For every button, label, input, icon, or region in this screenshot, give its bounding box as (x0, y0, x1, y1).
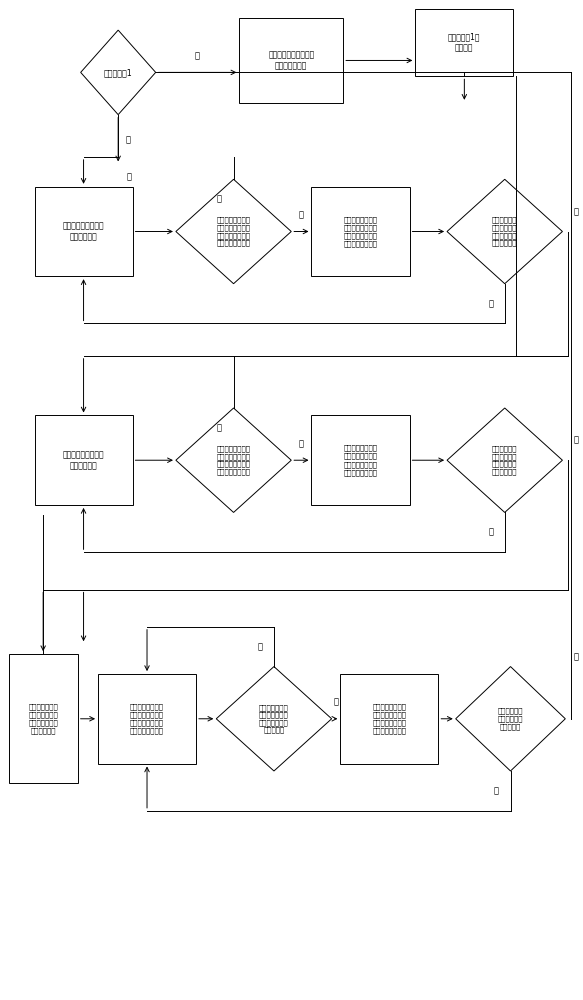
Text: 锁定流量比相等的
调节阀的开度，继
续减小未被管网中
其他调节阀的开度: 锁定流量比相等的 调节阀的开度，继 续减小未被管网中 其他调节阀的开度 (373, 703, 406, 734)
Text: 是: 是 (333, 698, 339, 707)
Text: 此调节阀处的流
量比与未被管网
中其他调节阀的
流量比相等: 此调节阀处的流 量比与未被管网 中其他调节阀的 流量比相等 (259, 704, 289, 733)
Text: 锁定流量比相等的
调节阀的开度，继
续减小支管管网中
其它调节阀的开度: 锁定流量比相等的 调节阀的开度，继 续减小支管管网中 其它调节阀的开度 (343, 445, 378, 476)
Bar (34, 415, 132, 505)
Text: 是: 是 (299, 439, 304, 448)
Text: 否: 否 (217, 423, 222, 432)
Text: 否: 否 (127, 172, 132, 181)
Text: 支管管网中所
有调节阀处的
流量比均与未
被管网中相等: 支管管网中所 有调节阀处的 流量比均与未 被管网中相等 (492, 446, 518, 475)
Text: 支管管网中的任一
调节阀处的流量比
与未被管网中的调
节阀的流量比相等: 支管管网中的任一 调节阀处的流量比 与未被管网中的调 节阀的流量比相等 (216, 446, 251, 475)
Text: 是: 是 (574, 436, 579, 445)
Bar (415, 9, 514, 76)
Text: 减小主管管网中所有
调节阀的开度: 减小主管管网中所有 调节阀的开度 (63, 221, 104, 242)
Text: 主管管网中所
有调节阀处的
流量比均与未
被管网中相等: 主管管网中所 有调节阀处的 流量比均与未 被管网中相等 (492, 217, 518, 246)
Text: 是: 是 (574, 207, 579, 216)
Polygon shape (447, 408, 563, 512)
Polygon shape (80, 30, 156, 115)
Text: 否: 否 (258, 642, 262, 651)
Bar (311, 415, 409, 505)
Text: 流量比大于1: 流量比大于1 (104, 68, 132, 77)
Text: 锁定流量比相等的
调节阀的开度，继
续减小主管管网中
其它调节阀的开度: 锁定流量比相等的 调节阀的开度，继 续减小主管管网中 其它调节阀的开度 (343, 216, 378, 247)
Text: 流量比等于1，
调试结束: 流量比等于1， 调试结束 (448, 33, 480, 53)
Bar (34, 187, 132, 276)
Polygon shape (456, 667, 566, 771)
Text: 是: 是 (574, 652, 579, 661)
Polygon shape (176, 408, 292, 512)
Text: 否: 否 (494, 786, 499, 795)
Text: 否: 否 (217, 195, 222, 204)
Polygon shape (447, 179, 563, 284)
Bar (240, 18, 343, 103)
Text: 未被管网中所
有调节阀处的
流量比相等: 未被管网中所 有调节阀处的 流量比相等 (498, 708, 524, 730)
Bar (311, 187, 409, 276)
Text: 主管管网中的任一
调节阀处的流量比
与未被管网中的调
节阀的流量比相等: 主管管网中的任一 调节阀处的流量比 与未被管网中的调 节阀的流量比相等 (216, 217, 251, 246)
Text: 减小未被管网中检
测到最小流量的未
被调节阀外的所有
其他调节阀的开度: 减小未被管网中检 测到最小流量的未 被调节阀外的所有 其他调节阀的开度 (130, 703, 164, 734)
Text: 是: 是 (299, 211, 304, 220)
Bar (9, 654, 78, 783)
Text: 减小支管管网中所有
调节阀的开度: 减小支管管网中所有 调节阀的开度 (63, 450, 104, 470)
Polygon shape (176, 179, 292, 284)
Text: 减小未被管网输入端处
的控制阀的开度: 减小未被管网输入端处 的控制阀的开度 (268, 50, 314, 71)
Text: 否: 否 (488, 528, 493, 537)
Polygon shape (216, 667, 332, 771)
Text: 所有调节阀和控
制阀全开，确定
流量最小的循环
回路及调节阀: 所有调节阀和控 制阀全开，确定 流量最小的循环 回路及调节阀 (29, 703, 58, 734)
Text: 否: 否 (488, 299, 493, 308)
Text: 否: 否 (125, 135, 130, 144)
Text: 是: 是 (195, 51, 200, 60)
Bar (340, 674, 438, 764)
Bar (98, 674, 196, 764)
